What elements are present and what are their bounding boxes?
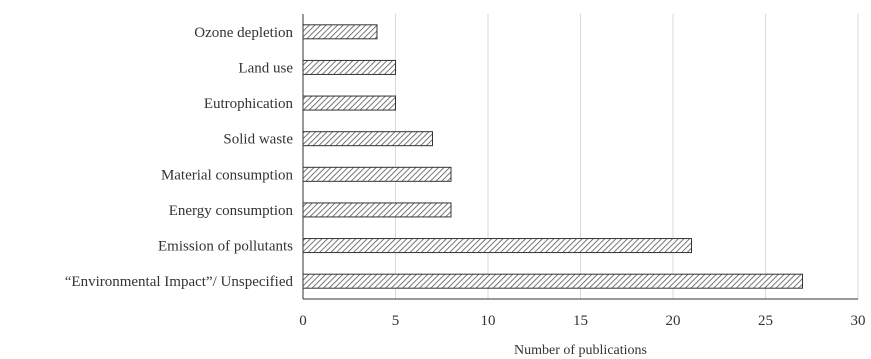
tick-labels: 0 5 10 15 20 25 30 [299,313,865,329]
bar [302,166,452,182]
bar [302,95,396,111]
bar [302,59,396,75]
x-tick-label: 10 [481,313,496,329]
x-tick-label: 5 [392,313,400,329]
bar [302,202,452,218]
gridlines [395,14,859,299]
category-label: Ozone depletion [194,25,293,41]
category-label: Eutrophication [204,96,294,112]
bar [302,238,692,254]
x-tick-label: 0 [299,313,307,329]
bar [302,131,433,147]
category-label: Energy consumption [169,203,294,219]
category-label: Land use [238,60,293,76]
x-tick-label: 30 [851,313,866,329]
category-label: Emission of pollutants [158,239,293,255]
x-tick-label: 25 [758,313,773,329]
bars [302,24,803,289]
x-tick-label: 20 [666,313,681,329]
category-label: Material consumption [161,167,294,183]
category-label: Solid waste [223,132,293,148]
category-labels: Ozone depletion Land use Eutrophication Sol… [65,25,294,290]
axes [302,14,858,300]
x-tick-label: 15 [573,313,588,329]
bar [302,24,378,40]
bar [302,273,803,289]
x-axis-title: Number of publications [514,343,647,358]
category-label: “Environmental Impact”/ Unspecified [65,274,294,290]
